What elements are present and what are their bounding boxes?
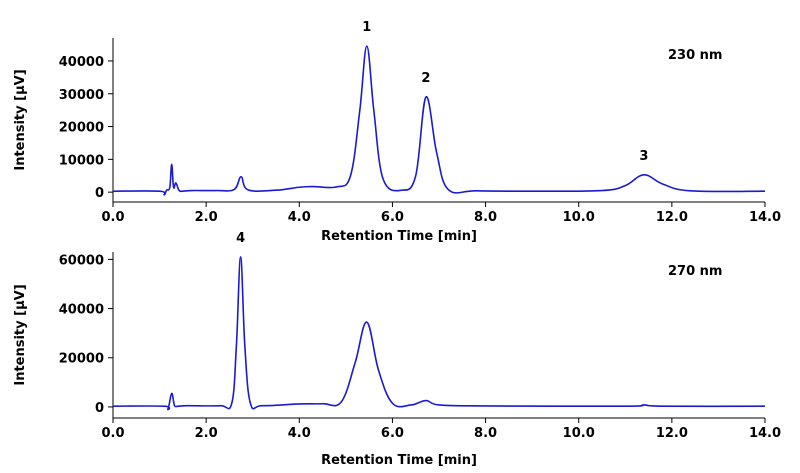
chart-panel-2: 0.0 2.0 4.0 6.0 8.0 10.0 12.0 14.0 0 20000 40000 60… [13,231,781,468]
x-tick-label: 4.0 [288,210,311,225]
x-tick-label: 4.0 [288,426,311,441]
y-axis-title: Intensity [µV] [13,69,28,170]
x-tick-label: 14.0 [749,426,781,441]
x-tick-label: 0.0 [101,210,124,225]
x-tick-label: 0.0 [101,426,124,441]
y-tick-label: 40000 [59,55,104,70]
x-tick-label: 2.0 [195,210,218,225]
y-axis-title: Intensity [µV] [13,284,28,385]
x-tick-label: 6.0 [381,426,404,441]
y-tick-label: 0 [95,401,104,416]
peak-label-4: 4 [236,231,245,246]
x-tick-label: 14.0 [749,210,781,225]
peak-label-1: 1 [362,20,371,35]
peak-label-3: 3 [639,149,648,164]
chromatogram-trace [112,45,766,196]
y-tick-label: 20000 [59,352,104,367]
y-tick-label: 60000 [59,253,104,268]
x-tick-label: 10.0 [563,426,595,441]
y-tick-label: 20000 [59,121,104,136]
x-tick-label: 8.0 [474,210,497,225]
x-tick-label: 12.0 [656,210,688,225]
chromatogram-trace [112,256,766,411]
chart-panel-1: 0.0 2.0 4.0 6.0 8.0 10.0 12.0 14.0 0 10000 20000 30… [13,20,781,244]
peak-label-2: 2 [421,71,430,86]
y-tick-label: 40000 [59,303,104,318]
x-axis-title: Retention Time [min] [321,453,477,468]
x-tick-label: 2.0 [195,426,218,441]
x-tick-label: 8.0 [474,426,497,441]
y-tick-label: 30000 [59,88,104,103]
wavelength-label: 270 nm [668,264,722,279]
wavelength-label: 230 nm [668,48,722,63]
y-tick-label: 10000 [59,153,104,168]
x-tick-label: 6.0 [381,210,404,225]
x-tick-label: 10.0 [563,210,595,225]
y-tick-label: 0 [95,186,104,201]
x-tick-label: 12.0 [656,426,688,441]
x-axis-title: Retention Time [min] [321,229,477,244]
